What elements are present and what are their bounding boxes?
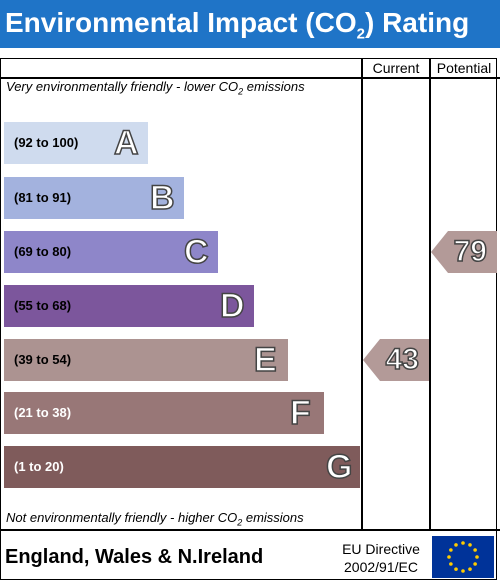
band-letter-c: C (183, 232, 209, 272)
potential-column-header: Potential (436, 60, 492, 76)
current-arrow-shape (363, 339, 429, 381)
eu-stars (447, 541, 479, 573)
band-bar-a (4, 122, 148, 164)
header-row-divider (0, 77, 500, 79)
eu-flag-icon (432, 536, 494, 578)
band-a: (92 to 100) A (4, 122, 148, 164)
eu-directive: EU Directive 2002/91/EC (336, 540, 426, 576)
eu-star-icon (454, 567, 458, 571)
region-label: England, Wales & N.Ireland (5, 546, 264, 568)
current-column-divider (361, 58, 363, 529)
current-rating-value: 43 (385, 342, 420, 377)
current-column-header: Current (372, 60, 420, 76)
band-range-f: (21 to 38) (14, 405, 72, 420)
bottom-caption: Not environmentally friendly - higher CO… (6, 510, 304, 528)
rating-frame (0, 58, 497, 580)
directive-line-1: EU Directive (342, 541, 420, 557)
eu-star-icon (468, 543, 472, 547)
band-range-c: (69 to 80) (14, 244, 72, 259)
chart-title: Environmental Impact (CO2) Rating (5, 7, 470, 43)
eu-star-icon (461, 541, 465, 545)
band-letter-d: D (219, 286, 245, 326)
band-f: (21 to 38) F (4, 392, 324, 434)
band-range-g: (1 to 20) (14, 459, 64, 474)
band-bar-e (4, 339, 288, 381)
current-rating-arrow: 43 (363, 339, 429, 381)
band-range-e: (39 to 54) (14, 352, 72, 367)
header-banner: Environmental Impact (CO2) Rating (0, 0, 500, 48)
band-letter-e: E (253, 340, 277, 380)
band-bar-d (4, 285, 254, 327)
band-range-a: (92 to 100) (14, 135, 79, 150)
band-letter-a: A (113, 123, 139, 163)
band-c: (69 to 80) C (4, 231, 218, 273)
eu-star-icon (468, 567, 472, 571)
band-letter-b: B (149, 178, 175, 218)
band-g: (1 to 20) G (4, 446, 360, 488)
potential-arrow-shape (431, 231, 497, 273)
eu-star-icon (449, 562, 453, 566)
footer-divider (0, 529, 500, 531)
eu-star-icon (475, 555, 479, 559)
band-bar-c (4, 231, 218, 273)
band-bar-g (4, 446, 360, 488)
eu-star-icon (449, 548, 453, 552)
eu-star-icon (461, 569, 465, 573)
potential-rating-value: 79 (453, 234, 488, 269)
band-bar-b (4, 177, 184, 219)
potential-rating-arrow: 79 (431, 231, 497, 273)
band-range-b: (81 to 91) (14, 190, 72, 205)
band-letter-g: G (325, 447, 353, 487)
eu-star-icon (447, 555, 451, 559)
directive-line-2: 2002/91/EC (344, 559, 418, 575)
band-d: (55 to 68) D (4, 285, 254, 327)
eu-star-icon (473, 562, 477, 566)
band-range-d: (55 to 68) (14, 298, 72, 313)
eu-star-icon (473, 548, 477, 552)
band-bar-f (4, 392, 324, 434)
potential-column-divider (429, 58, 431, 529)
top-caption: Very environmentally friendly - lower CO… (6, 79, 305, 97)
band-b: (81 to 91) B (4, 177, 184, 219)
band-letter-f: F (289, 393, 311, 433)
eu-star-icon (454, 543, 458, 547)
band-e: (39 to 54) E (4, 339, 288, 381)
